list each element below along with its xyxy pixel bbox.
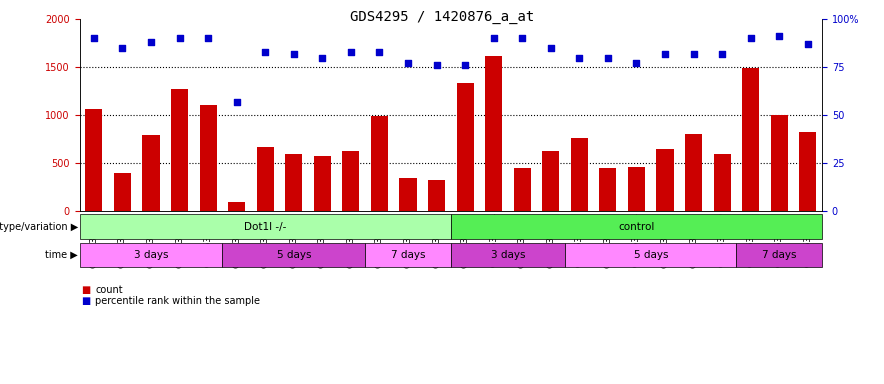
- Point: [172, 35, 187, 41]
- Point: [515, 35, 530, 41]
- Text: 3 days: 3 days: [133, 250, 168, 260]
- Bar: [571, 138, 588, 211]
- Point: [572, 55, 586, 61]
- Point: [544, 45, 558, 51]
- Point: [458, 62, 472, 68]
- Bar: [542, 151, 560, 211]
- Bar: [200, 105, 217, 211]
- Point: [316, 55, 330, 61]
- Point: [743, 35, 758, 41]
- Bar: [80, 214, 451, 239]
- Point: [801, 41, 815, 47]
- Text: ■: ■: [81, 296, 90, 306]
- Bar: [142, 136, 159, 211]
- Point: [144, 39, 158, 45]
- Text: ■: ■: [81, 285, 90, 295]
- Point: [773, 33, 787, 40]
- Bar: [400, 178, 416, 211]
- Bar: [451, 214, 822, 239]
- Point: [87, 35, 101, 41]
- Bar: [565, 243, 736, 267]
- Point: [372, 49, 386, 55]
- Point: [286, 51, 301, 57]
- Text: 3 days: 3 days: [491, 250, 525, 260]
- Bar: [485, 56, 502, 211]
- Point: [658, 51, 672, 57]
- Bar: [171, 89, 188, 211]
- Bar: [428, 180, 446, 211]
- Bar: [657, 149, 674, 211]
- Point: [230, 99, 244, 105]
- Point: [715, 51, 729, 57]
- Bar: [685, 134, 702, 211]
- Text: control: control: [618, 222, 655, 232]
- Text: percentile rank within the sample: percentile rank within the sample: [95, 296, 261, 306]
- Point: [629, 60, 644, 66]
- Bar: [80, 243, 223, 267]
- Bar: [736, 243, 822, 267]
- Text: GDS4295 / 1420876_a_at: GDS4295 / 1420876_a_at: [350, 10, 534, 23]
- Bar: [456, 83, 474, 211]
- Bar: [365, 243, 451, 267]
- Bar: [451, 243, 565, 267]
- Bar: [713, 154, 731, 211]
- Point: [601, 55, 615, 61]
- Bar: [286, 154, 302, 211]
- Point: [258, 49, 272, 55]
- Text: 5 days: 5 days: [277, 250, 311, 260]
- Bar: [85, 109, 103, 211]
- Text: Dot1l -/-: Dot1l -/-: [244, 222, 286, 232]
- Point: [344, 49, 358, 55]
- Point: [401, 60, 415, 66]
- Text: count: count: [95, 285, 123, 295]
- Bar: [342, 151, 360, 211]
- Bar: [599, 168, 616, 211]
- Point: [430, 62, 444, 68]
- Text: genotype/variation ▶: genotype/variation ▶: [0, 222, 78, 232]
- Point: [486, 35, 500, 41]
- Bar: [371, 116, 388, 211]
- Bar: [514, 168, 530, 211]
- Bar: [628, 167, 645, 211]
- Point: [687, 51, 701, 57]
- Point: [201, 35, 215, 41]
- Text: 7 days: 7 days: [391, 250, 425, 260]
- Bar: [228, 202, 245, 211]
- Bar: [114, 173, 131, 211]
- Bar: [771, 115, 788, 211]
- Bar: [314, 157, 331, 211]
- Bar: [256, 147, 274, 211]
- Text: time ▶: time ▶: [45, 250, 78, 260]
- Text: 7 days: 7 days: [762, 250, 796, 260]
- Bar: [223, 243, 365, 267]
- Bar: [743, 68, 759, 211]
- Point: [115, 45, 129, 51]
- Bar: [799, 132, 817, 211]
- Text: 5 days: 5 days: [634, 250, 668, 260]
